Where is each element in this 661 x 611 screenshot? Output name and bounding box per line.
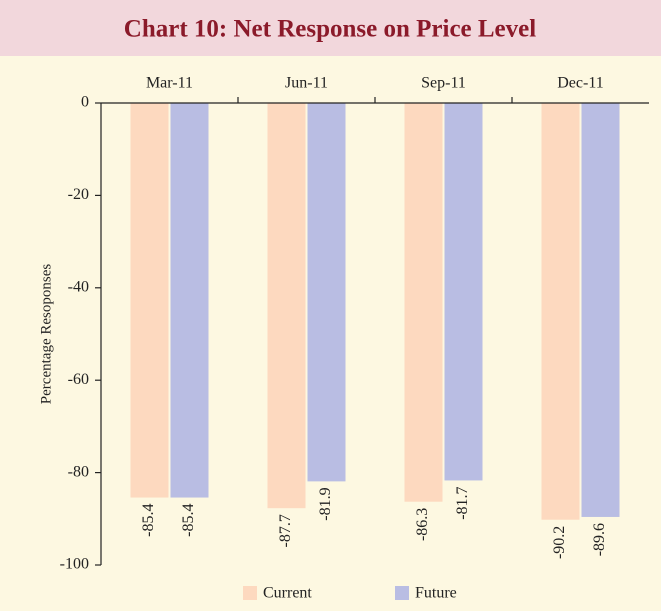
bar	[307, 103, 346, 482]
legend-swatch	[243, 586, 257, 600]
data-label: -81.9	[317, 487, 334, 520]
chart-title: Chart 10: Net Response on Price Level	[124, 16, 536, 43]
bar	[541, 103, 580, 520]
y-tick-label: -40	[68, 278, 89, 295]
data-label: -89.6	[591, 523, 608, 556]
x-tick-label: Sep-11	[421, 75, 466, 92]
y-axis-label: Percentage Resoponses	[38, 264, 54, 405]
bar	[404, 103, 443, 502]
legend-label: Future	[415, 585, 457, 602]
bar	[170, 103, 209, 498]
data-label: -85.4	[180, 504, 197, 537]
x-tick-label: Mar-11	[146, 75, 193, 92]
data-label: -86.3	[414, 508, 431, 541]
y-tick-label: 0	[81, 94, 89, 111]
data-label: -85.4	[140, 504, 157, 537]
legend-swatch	[395, 586, 409, 600]
bar	[267, 103, 306, 509]
bar	[581, 103, 620, 517]
x-tick-label: Jun-11	[285, 75, 328, 92]
x-tick-label: Dec-11	[557, 75, 604, 92]
legend-label: Current	[263, 585, 312, 602]
y-tick-label: -60	[68, 371, 89, 388]
bar	[444, 103, 483, 481]
bar	[130, 103, 169, 498]
y-tick-label: -80	[68, 463, 89, 480]
data-label: -90.2	[551, 526, 568, 559]
y-tick-label: -100	[60, 556, 89, 573]
data-label: -87.7	[277, 514, 294, 547]
data-label: -81.7	[454, 486, 471, 519]
title-band	[0, 0, 661, 56]
y-tick-label: -20	[68, 186, 89, 203]
